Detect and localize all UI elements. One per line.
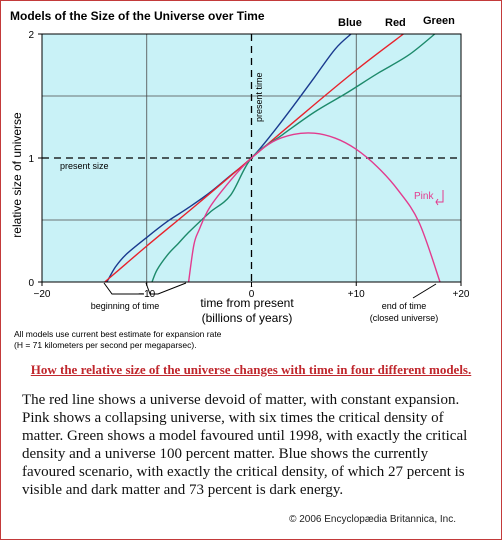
series-label-blue: Blue xyxy=(338,17,362,29)
present-time-label: present time xyxy=(254,72,264,122)
labels: time from present(billions of years) rela… xyxy=(10,15,455,350)
x-tick-label: −20 xyxy=(34,289,51,300)
x-tick-label: +20 xyxy=(453,289,470,300)
present-size-label: present size xyxy=(60,161,109,171)
beginning-label: beginning of time xyxy=(91,301,160,311)
series-line-green xyxy=(151,33,436,283)
x-tick-label: 0 xyxy=(249,289,255,300)
y-tick-label: 2 xyxy=(28,30,34,41)
x-tick-label: −10 xyxy=(138,289,155,300)
chart: Models of the Size of the Universe over … xyxy=(10,9,470,350)
caption-body: The red line shows a universe devoid of … xyxy=(22,392,468,498)
y-axis-label: relative size of universe xyxy=(10,112,24,238)
y-tick-label: 0 xyxy=(28,278,34,289)
end-label-detail: (closed universe) xyxy=(370,313,439,323)
footnote-line-1: All models use current best estimate for… xyxy=(14,329,222,339)
copyright: © 2006 Encyclopædia Britannica, Inc. xyxy=(289,514,456,525)
series-line-pink xyxy=(187,132,441,283)
beginning-pointer-left xyxy=(103,282,144,295)
x-axis-label-units: (billions of years) xyxy=(202,311,293,325)
series-label-red: Red xyxy=(385,17,406,29)
series-layer xyxy=(104,33,441,283)
x-axis-label: time from present xyxy=(200,296,294,310)
caption-title: How the relative size of the universe ch… xyxy=(30,362,472,377)
x-tick-label: +10 xyxy=(348,289,365,300)
beginning-pointer-right xyxy=(145,282,187,295)
pink-arrow-icon xyxy=(435,190,444,206)
y-tick-label: 1 xyxy=(28,154,34,165)
series-label-pink: Pink xyxy=(414,191,434,202)
series-label-green: Green xyxy=(423,15,455,27)
chart-title: Models of the Size of the Universe over … xyxy=(10,9,265,23)
end-pointer xyxy=(412,283,437,299)
footnote-line-2: (H = 71 kilometers per second per megapa… xyxy=(14,340,197,350)
end-label: end of time xyxy=(382,301,427,311)
axes: −20 −10 0 +10 +20 0 1 2 xyxy=(28,30,469,300)
